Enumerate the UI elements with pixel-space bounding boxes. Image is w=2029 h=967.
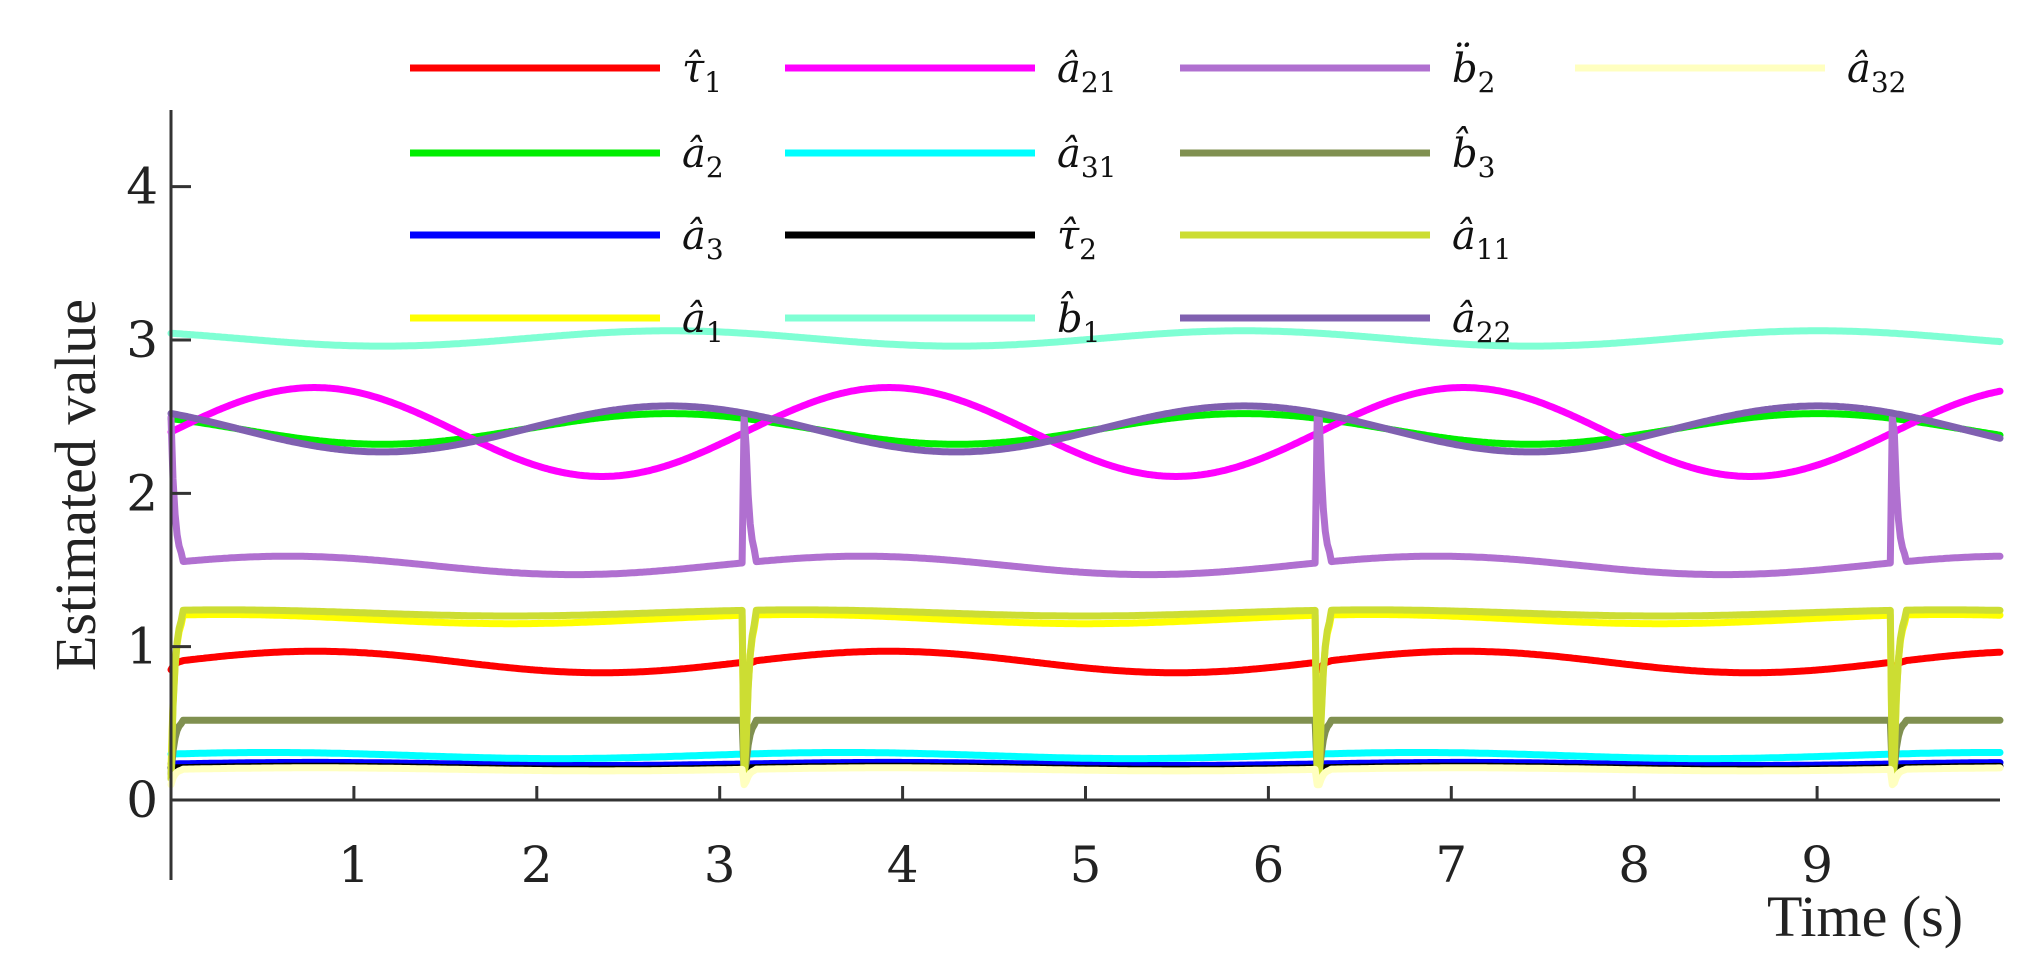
y-ticks: 0 1 2 3 4 xyxy=(126,158,191,829)
x-tick-label: 7 xyxy=(1435,836,1467,894)
y-tick-label: 2 xyxy=(126,464,158,522)
legend-label-9: b̂3 xyxy=(1452,127,1495,184)
x-tick-label: 8 xyxy=(1618,836,1650,894)
y-axis-label: Estimated value xyxy=(43,299,108,671)
series-line-3 xyxy=(167,611,2004,773)
x-tick-label: 5 xyxy=(1070,836,1102,894)
x-tick-label: 6 xyxy=(1252,836,1284,894)
legend-label-1: â2 xyxy=(682,131,724,184)
legend: τ̂1 â2 â3 â1 â21 â31 τ̂2 b̂1 b̈2 b̂3 â11 â22 â32 xyxy=(410,42,1907,349)
legend-label-7: b̂1 xyxy=(1057,292,1100,349)
x-ticks: 1 2 3 4 5 6 7 8 9 xyxy=(338,786,1833,894)
series-line-10 xyxy=(167,606,2004,783)
legend-label-12: â32 xyxy=(1847,46,1907,99)
series-line-11 xyxy=(167,402,2004,456)
y-tick-label: 0 xyxy=(126,771,158,829)
x-tick-label: 4 xyxy=(887,836,919,894)
x-tick-label: 3 xyxy=(704,836,736,894)
legend-label-0: τ̂1 xyxy=(682,46,722,99)
x-axis-label: Time (s) xyxy=(1767,884,1963,949)
legend-label-4: â21 xyxy=(1057,46,1117,99)
x-tick-label: 1 xyxy=(338,836,370,894)
series-line-0 xyxy=(167,647,2004,677)
series-line-5 xyxy=(167,749,2004,763)
y-tick-label: 4 xyxy=(126,158,158,216)
legend-label-3: â1 xyxy=(682,296,724,349)
legend-label-11: â22 xyxy=(1452,296,1512,349)
plot-series xyxy=(167,327,2004,789)
legend-label-5: â31 xyxy=(1057,131,1117,184)
series-line-9 xyxy=(167,716,2004,778)
legend-label-6: τ̂2 xyxy=(1057,213,1097,266)
legend-label-8: b̈2 xyxy=(1452,42,1495,99)
x-tick-label: 2 xyxy=(521,836,553,894)
legend-label-10: â11 xyxy=(1452,213,1512,266)
y-tick-label: 1 xyxy=(126,618,158,676)
series-line-2 xyxy=(167,758,2004,769)
series-line-8 xyxy=(167,413,2004,579)
y-tick-label: 3 xyxy=(126,311,158,369)
legend-label-2: â3 xyxy=(682,213,724,266)
x-tick-label: 9 xyxy=(1801,836,1833,894)
series-line-7 xyxy=(167,327,2004,350)
series-line-12 xyxy=(167,764,2004,789)
